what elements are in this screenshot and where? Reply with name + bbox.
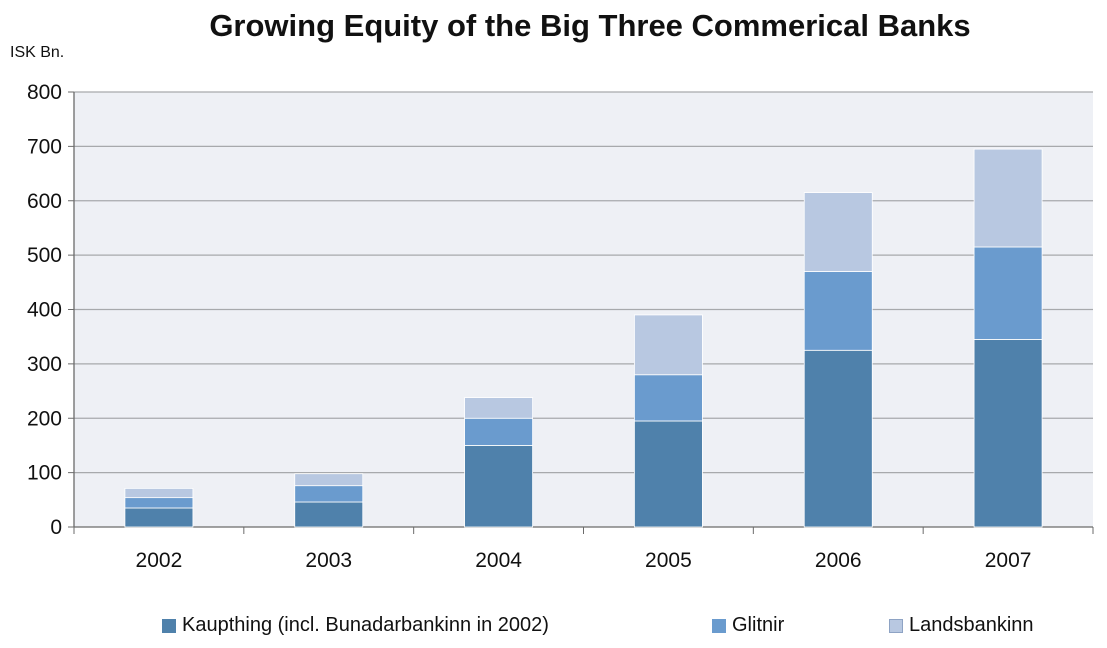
bar-chart: 0 100 200 300 400 500 600 700 800 2002 2003 2004 200… bbox=[27, 81, 1094, 572]
legend: Kaupthing (incl. Bunadarbankinn in 2002)… bbox=[0, 614, 1107, 638]
legend-swatch bbox=[162, 618, 176, 633]
bar-2004-series-0 bbox=[464, 445, 533, 528]
y-tick-label: 800 bbox=[27, 81, 62, 104]
bar-2003-series-0 bbox=[294, 501, 364, 528]
bar-2002-series-1 bbox=[124, 497, 194, 509]
bar-2005-series-1 bbox=[634, 374, 703, 422]
legend-item: Kaupthing (incl. Bunadarbankinn in 2002) bbox=[162, 614, 549, 637]
bar-2006-series-0 bbox=[803, 349, 873, 528]
bar-2003-series-1 bbox=[294, 485, 364, 503]
bar-2002-series-2 bbox=[124, 487, 194, 499]
x-tick-label: 2002 bbox=[136, 549, 183, 572]
legend-item: Glitnir bbox=[712, 614, 784, 637]
bar-2005-series-2 bbox=[634, 314, 703, 376]
bar-2005-series-0 bbox=[634, 420, 703, 528]
bar-2002-series-0 bbox=[124, 507, 194, 528]
chart-title: Growing Equity of the Big Three Commeric… bbox=[209, 8, 971, 43]
y-tick-label: 200 bbox=[27, 407, 62, 430]
y-axis-label: ISK Bn. bbox=[10, 44, 65, 61]
x-tick-label: 2004 bbox=[475, 549, 522, 572]
y-tick-label: 0 bbox=[50, 516, 62, 539]
bar-2006-series-2 bbox=[803, 192, 873, 272]
legend-label: Glitnir bbox=[732, 614, 785, 636]
x-tick-label: 2006 bbox=[815, 549, 862, 572]
bar-2004-series-1 bbox=[464, 417, 533, 446]
x-tick-label: 2005 bbox=[645, 549, 692, 572]
y-tick-label: 100 bbox=[27, 462, 62, 485]
legend-swatch bbox=[889, 618, 903, 633]
x-tick-label: 2007 bbox=[985, 549, 1032, 572]
x-tick-label: 2003 bbox=[305, 549, 352, 572]
legend-label: Landsbankinn bbox=[909, 614, 1034, 636]
y-tick-label: 400 bbox=[27, 299, 62, 322]
bar-2004-series-2 bbox=[464, 397, 533, 419]
bar-2007-series-1 bbox=[973, 246, 1043, 340]
bar-2007-series-0 bbox=[973, 339, 1043, 528]
y-tick-label: 700 bbox=[27, 135, 62, 158]
bar-2003-series-2 bbox=[294, 473, 364, 487]
bar-2006-series-1 bbox=[803, 271, 873, 351]
legend-swatch bbox=[712, 618, 726, 633]
y-tick-label: 300 bbox=[27, 353, 62, 376]
legend-label: Kaupthing (incl. Bunadarbankinn in 2002) bbox=[182, 614, 549, 636]
bar-2007-series-2 bbox=[973, 148, 1043, 248]
y-tick-label: 500 bbox=[27, 244, 62, 267]
y-tick-label: 600 bbox=[27, 190, 62, 213]
legend-item: Landsbankinn bbox=[889, 614, 1034, 637]
